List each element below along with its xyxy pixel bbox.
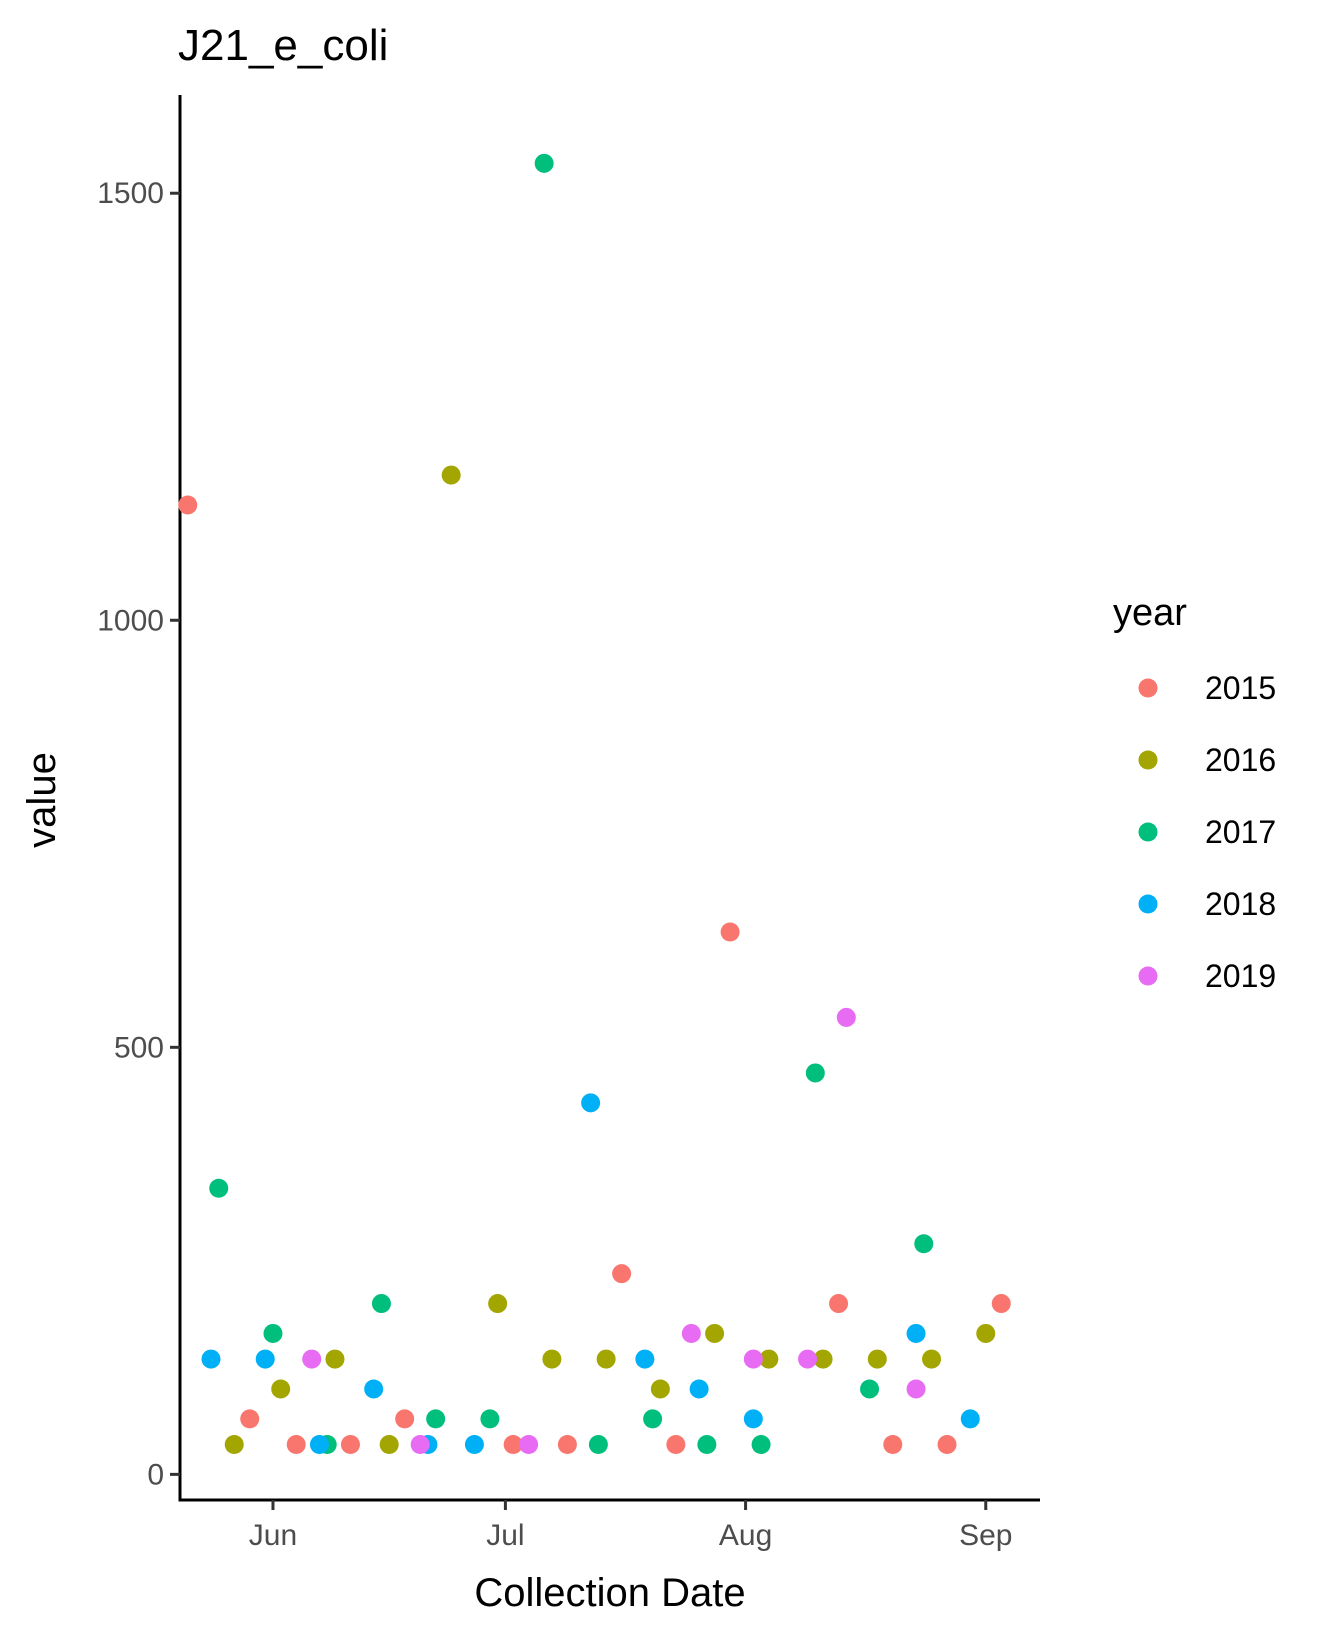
- data-point-2017: [588, 1434, 608, 1454]
- y-tick-label: 1000: [97, 604, 164, 637]
- data-point-2016: [542, 1349, 562, 1369]
- data-point-2019: [798, 1349, 818, 1369]
- legend-key-2018: [1138, 894, 1158, 914]
- data-point-2017: [751, 1434, 771, 1454]
- data-point-2017: [209, 1178, 229, 1198]
- legend-key-2016: [1138, 750, 1158, 770]
- data-point-2015: [720, 922, 740, 942]
- data-point-2017: [426, 1409, 446, 1429]
- data-point-2015: [240, 1409, 260, 1429]
- data-point-2017: [860, 1379, 880, 1399]
- data-point-2017: [914, 1234, 934, 1254]
- data-point-2016: [650, 1379, 670, 1399]
- data-point-2019: [410, 1434, 430, 1454]
- data-point-2015: [395, 1409, 415, 1429]
- data-point-2019: [836, 1007, 856, 1027]
- data-point-2016: [224, 1434, 244, 1454]
- data-point-2015: [340, 1434, 360, 1454]
- x-tick-label: Aug: [719, 1519, 772, 1552]
- legend-label-2016: 2016: [1205, 742, 1276, 778]
- data-point-2015: [666, 1434, 686, 1454]
- data-point-2017: [263, 1323, 283, 1343]
- data-point-2017: [805, 1063, 825, 1083]
- data-point-2019: [681, 1323, 701, 1343]
- data-point-2015: [612, 1264, 632, 1284]
- data-point-2019: [302, 1349, 322, 1369]
- data-point-2016: [596, 1349, 616, 1369]
- legend-items: 2015 2016 2017 2018 2019: [1138, 670, 1276, 994]
- data-point-2016: [488, 1294, 508, 1314]
- legend-key-2019: [1138, 966, 1158, 986]
- data-point-2015: [286, 1434, 306, 1454]
- data-point-2018: [464, 1434, 484, 1454]
- chart-title: J21_e_coli: [178, 21, 388, 70]
- data-point-2018: [635, 1349, 655, 1369]
- x-tick-label: Jun: [249, 1519, 297, 1552]
- y-tick-label: 0: [147, 1458, 164, 1491]
- legend-label-2017: 2017: [1205, 814, 1276, 850]
- legend-title: year: [1113, 592, 1187, 634]
- x-axis-ticks: Jun Jul Aug Sep: [249, 1500, 1012, 1552]
- data-point-2016: [325, 1349, 345, 1369]
- data-points: [178, 153, 1011, 1454]
- legend-label-2019: 2019: [1205, 958, 1276, 994]
- y-axis-title: value: [20, 752, 64, 848]
- data-point-2017: [480, 1409, 500, 1429]
- data-point-2016: [976, 1323, 996, 1343]
- data-point-2016: [441, 465, 461, 485]
- data-point-2017: [697, 1434, 717, 1454]
- x-axis-title: Collection Date: [474, 1571, 745, 1615]
- data-point-2015: [178, 495, 198, 515]
- data-point-2018: [201, 1349, 221, 1369]
- y-tick-label: 500: [114, 1031, 164, 1064]
- data-point-2016: [922, 1349, 942, 1369]
- legend-label-2018: 2018: [1205, 886, 1276, 922]
- data-point-2018: [309, 1434, 329, 1454]
- data-point-2018: [364, 1379, 384, 1399]
- data-point-2015: [557, 1434, 577, 1454]
- plot-area: 0 500 1000 1500 Jun Jul Aug Sep: [97, 95, 1040, 1552]
- data-point-2016: [813, 1349, 833, 1369]
- data-point-2018: [960, 1409, 980, 1429]
- data-point-2016: [867, 1349, 887, 1369]
- y-tick-label: 1500: [97, 177, 164, 210]
- data-point-2019: [906, 1379, 926, 1399]
- legend-key-2015: [1138, 678, 1158, 698]
- data-point-2017: [534, 153, 554, 173]
- data-point-2018: [743, 1409, 763, 1429]
- legend-label-2015: 2015: [1205, 670, 1276, 706]
- data-point-2017: [643, 1409, 663, 1429]
- data-point-2017: [371, 1294, 391, 1314]
- data-point-2018: [689, 1379, 709, 1399]
- legend: year 2015 2016 2017 2018 2019: [1113, 592, 1276, 994]
- data-point-2015: [991, 1294, 1011, 1314]
- legend-key-2017: [1138, 822, 1158, 842]
- x-tick-label: Sep: [959, 1519, 1012, 1552]
- data-point-2016: [271, 1379, 291, 1399]
- data-point-2016: [379, 1434, 399, 1454]
- data-point-2015: [937, 1434, 957, 1454]
- data-point-2015: [503, 1434, 523, 1454]
- data-point-2019: [519, 1434, 539, 1454]
- data-point-2018: [906, 1323, 926, 1343]
- data-point-2018: [255, 1349, 275, 1369]
- data-point-2016: [759, 1349, 779, 1369]
- data-point-2016: [705, 1323, 725, 1343]
- x-tick-label: Jul: [486, 1519, 524, 1552]
- data-point-2019: [743, 1349, 763, 1369]
- data-point-2015: [883, 1434, 903, 1454]
- data-point-2015: [829, 1294, 849, 1314]
- y-axis-ticks: 0 500 1000 1500: [97, 177, 180, 1491]
- data-point-2018: [581, 1093, 601, 1113]
